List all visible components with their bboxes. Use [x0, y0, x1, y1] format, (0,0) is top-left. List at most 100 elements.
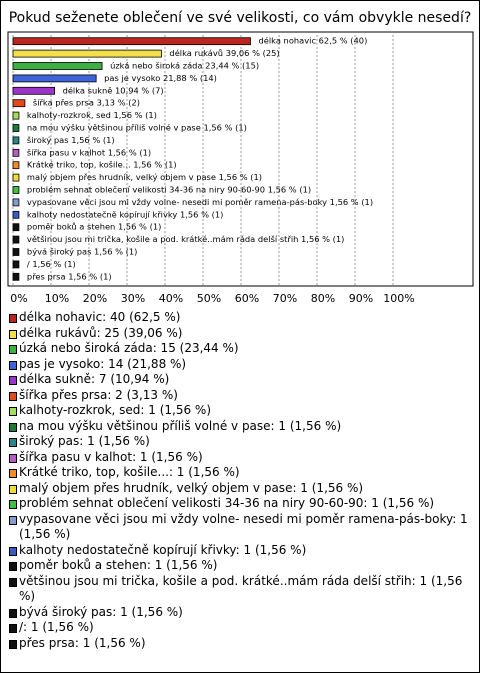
legend-swatch: [9, 391, 17, 401]
value-label: kalhoty nedostatečně kopírují křivky 1,5…: [27, 209, 223, 219]
x-tick-label: 40%: [159, 292, 183, 305]
bar: [12, 148, 20, 157]
legend: délka nohavic: 40 (62,5 %) délka rukávů: …: [9, 310, 471, 651]
legend-entry: malý objem přes hrudník, velký objem v p…: [9, 481, 471, 497]
legend-swatch: [9, 500, 17, 509]
chart-title: Pokud seženete oblečení ve své velikosti…: [9, 10, 472, 26]
legend-entry: kalhoty-rozkrok, sed: 1 (1,56 %): [9, 403, 471, 419]
legend-entry: délka rukávů: 25 (39,06 %): [9, 326, 471, 342]
bar: [12, 74, 97, 83]
legend-swatch: [9, 515, 17, 525]
legend-label: úzká nebo široká záda: 15 (23,44 %): [19, 341, 239, 355]
bar: [12, 186, 20, 194]
value-label: pas je vysoko 21,88 % (14): [104, 73, 217, 83]
bar: [12, 124, 20, 132]
legend-swatch: [9, 546, 17, 556]
x-tick-label: 50%: [197, 292, 221, 305]
value-label: Krátké triko, top, košile... 1,56 % (1): [27, 160, 177, 170]
legend-swatch: [9, 345, 17, 354]
legend-entry: /: 1 (1,56 %): [9, 620, 471, 636]
legend-entry: pas je vysoko: 14 (21,88 %): [9, 357, 471, 373]
legend-swatch: [9, 422, 17, 432]
value-label: kalhoty-rozkrok, sed 1,56 % (1): [27, 110, 157, 120]
chart: Pokud seženete oblečení ve své velikosti…: [7, 10, 474, 305]
x-tick-label: 0%: [10, 292, 27, 305]
legend-label: poměr boků a stehen: 1 (1,56 %): [19, 558, 218, 572]
legend-swatch: [9, 438, 17, 447]
legend-entry: úzká nebo široká záda: 15 (23,44 %): [9, 341, 471, 357]
legend-label: na mou výšku většinou příliš volné v pas…: [19, 418, 342, 433]
bar: [12, 248, 20, 256]
legend-entry: problém sehnat oblečení velikosti 34-36 …: [9, 496, 471, 512]
bar: [12, 210, 20, 219]
legend-label: šířka pasu v kalhot: 1 (1,56 %): [19, 449, 203, 464]
legend-label: délka nohavic: 40 (62,5 %): [19, 310, 181, 324]
legend-entry: přes prsa: 1 (1,56 %): [9, 636, 471, 652]
legend-swatch: [9, 469, 17, 478]
legend-entry: většinou jsou mi trička, košile a pod. k…: [9, 574, 471, 605]
legend-swatch: [9, 624, 17, 633]
legend-label: pas je vysoko: 14 (21,88 %): [19, 356, 187, 371]
legend-label: přes prsa: 1 (1,56 %): [19, 635, 146, 650]
legend-entry: na mou výšku většinou příliš volné v pas…: [9, 419, 471, 435]
bar: [12, 198, 20, 207]
plot-frame: [7, 31, 474, 287]
bar: [12, 223, 20, 232]
value-label: délka nohavic 62,5 % (40): [259, 36, 368, 46]
bar: [12, 49, 162, 58]
legend-label: bývá široký pas: 1 (1,56 %): [19, 604, 183, 619]
bar: [12, 235, 20, 244]
legend-swatch: [9, 314, 17, 323]
bar: [12, 62, 103, 70]
legend-label: široký pas: 1 (1,56 %): [19, 434, 150, 448]
legend-swatch: [9, 639, 17, 649]
legend-swatch: [9, 453, 17, 463]
value-label: délka rukávů 39,06 % (25): [169, 48, 279, 58]
value-label: šířka přes prsa 3,13 % (2): [33, 98, 140, 108]
bar: [12, 173, 20, 182]
legend-entry: kalhoty nedostatečně kopírují křivky: 1 …: [9, 543, 471, 559]
value-label: úzká nebo široká záda 23,44 % (15): [110, 61, 259, 71]
legend-label: kalhoty nedostatečně kopírují křivky: 1 …: [19, 542, 307, 557]
legend-label: délka rukávů: 25 (39,06 %): [19, 325, 183, 340]
legend-label: malý objem přes hrudník, velký objem v p…: [19, 480, 364, 495]
x-tick-label: 60%: [235, 292, 259, 305]
legend-swatch: [9, 360, 17, 370]
legend-label: Krátké triko, top, košile...: 1 (1,56 %): [19, 465, 240, 479]
legend-entry: Krátké triko, top, košile...: 1 (1,56 %): [9, 465, 471, 481]
value-label: malý objem přes hrudník, velký objem v p…: [27, 172, 262, 182]
value-label: šířka pasu v kalhot 1,56 % (1): [27, 147, 151, 157]
legend-label: problém sehnat oblečení velikosti 34-36 …: [19, 496, 435, 510]
legend-entry: široký pas: 1 (1,56 %): [9, 434, 471, 450]
legend-swatch: [9, 608, 17, 618]
bar: [12, 99, 26, 108]
value-label: na mou výšku většinou příliš volné v pas…: [27, 123, 247, 133]
legend-swatch: [9, 376, 17, 385]
bar: [12, 272, 20, 281]
legend-entry: délka sukně: 7 (10,94 %): [9, 372, 471, 388]
bar: [12, 37, 251, 46]
legend-label: /: 1 (1,56 %): [19, 620, 94, 634]
legend-entry: poměr boků a stehen: 1 (1,56 %): [9, 558, 471, 574]
value-label: většinou jsou mi trička, košile a pod. k…: [27, 234, 345, 244]
x-tick-label: 30%: [121, 292, 145, 305]
legend-label: vypasovane věci jsou mi vždy volne- nese…: [19, 511, 468, 542]
legend-swatch: [9, 484, 17, 494]
x-tick-label: 20%: [83, 292, 107, 305]
bar: [12, 86, 55, 95]
legend-entry: bývá široký pas: 1 (1,56 %): [9, 605, 471, 621]
x-tick-label: 10%: [45, 292, 69, 305]
legend-label: délka sukně: 7 (10,94 %): [19, 372, 170, 386]
legend-swatch: [9, 329, 17, 339]
value-label: délka sukně 10,94 % (7): [63, 85, 164, 95]
value-label: problém sehnat oblečení velikosti 34-36 …: [27, 185, 311, 195]
x-tick-label: 100%: [383, 292, 414, 305]
value-label: / 1,56 % (1): [27, 259, 76, 269]
value-label: přes prsa 1,56 % (1): [27, 271, 112, 281]
legend-swatch: [9, 562, 17, 571]
value-label: široký pas 1,56 % (1): [27, 135, 115, 145]
value-label: bývá široký pas 1,56 % (1): [27, 247, 137, 257]
bar: [12, 260, 20, 269]
legend-entry: šířka přes prsa: 2 (3,13 %): [9, 388, 471, 404]
